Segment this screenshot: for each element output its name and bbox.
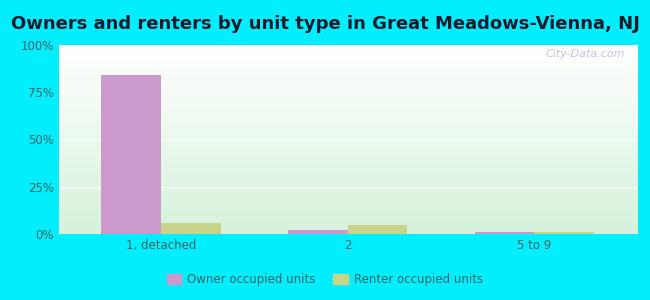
Bar (161, 223, 221, 234)
Legend: Owner occupied units, Renter occupied units: Owner occupied units, Renter occupied un… (162, 269, 488, 291)
Text: Owners and renters by unit type in Great Meadows-Vienna, NJ: Owners and renters by unit type in Great… (10, 15, 640, 33)
Bar (474, 232, 534, 234)
Bar (534, 232, 594, 234)
Text: City-Data.com: City-Data.com (546, 49, 625, 59)
Bar (288, 230, 348, 234)
Bar (348, 224, 408, 234)
Bar (101, 75, 161, 234)
